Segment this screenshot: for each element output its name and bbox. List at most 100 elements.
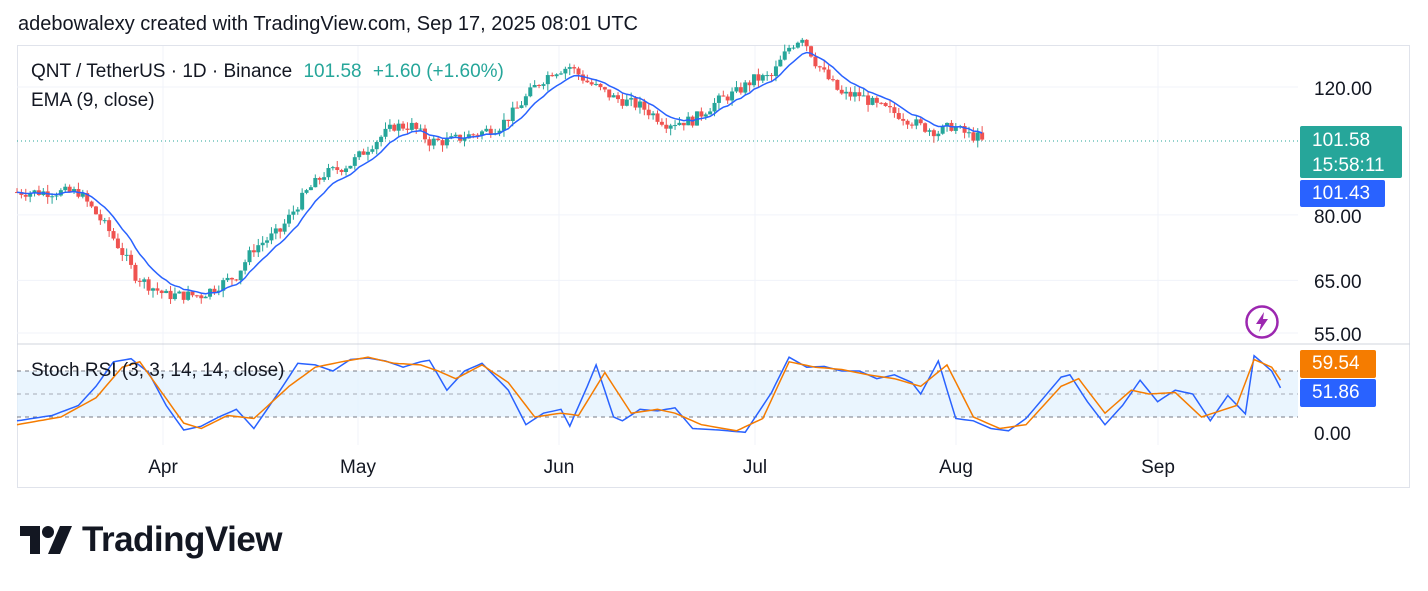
candle xyxy=(422,124,427,144)
candle-body xyxy=(620,99,625,106)
candle-body xyxy=(594,83,599,85)
candle xyxy=(866,91,871,112)
candle-body xyxy=(286,214,291,224)
candle-body xyxy=(488,128,493,135)
candle xyxy=(497,128,502,137)
candle xyxy=(800,37,805,47)
candle xyxy=(523,93,528,108)
candle xyxy=(787,44,792,55)
candle xyxy=(89,200,94,209)
candle xyxy=(651,111,656,120)
candle-body xyxy=(809,46,814,57)
stoch-d-tag: 59.54 xyxy=(1300,350,1376,378)
candle-body xyxy=(550,75,555,77)
candle xyxy=(598,83,603,91)
candle xyxy=(822,60,827,73)
candle xyxy=(817,65,822,72)
price-change-label: +1.60 (+1.60%) xyxy=(372,61,504,82)
candle xyxy=(545,71,550,91)
candle-body xyxy=(72,189,77,192)
candle-body xyxy=(137,280,142,282)
candle xyxy=(655,110,660,125)
candle xyxy=(874,95,879,108)
candle-body xyxy=(598,83,603,88)
candle-body xyxy=(357,151,362,158)
candle xyxy=(501,113,506,137)
candle-body xyxy=(681,122,686,126)
candle-body xyxy=(896,113,901,119)
candle-body xyxy=(914,119,919,126)
candle-body xyxy=(572,67,577,69)
candle-body xyxy=(120,248,125,256)
candle-body xyxy=(519,105,524,108)
candle-body xyxy=(830,79,835,81)
candle-body xyxy=(888,106,893,108)
candle xyxy=(401,121,406,131)
candle-body xyxy=(427,139,432,146)
candle-body xyxy=(124,254,129,256)
candle-body xyxy=(931,130,936,137)
lightning-icon[interactable] xyxy=(1245,305,1279,339)
candle-body xyxy=(282,223,287,232)
candle-body xyxy=(203,296,208,299)
candle xyxy=(681,122,686,131)
candle-body xyxy=(927,130,932,132)
candle-body xyxy=(791,47,796,49)
symbol-legend[interactable]: QNT / TetherUS · 1D · Binance 101.58 +1.… xyxy=(31,61,504,83)
candle-body xyxy=(54,195,59,197)
candle-body xyxy=(111,231,116,239)
candle xyxy=(251,244,256,257)
candle xyxy=(945,122,950,132)
candle xyxy=(164,289,169,294)
candle-body xyxy=(962,126,967,133)
candle-body xyxy=(616,95,621,100)
candle xyxy=(563,66,568,80)
candle xyxy=(326,163,331,180)
candle xyxy=(199,293,204,304)
candle xyxy=(247,246,252,266)
candle-body xyxy=(484,128,489,132)
candle xyxy=(300,188,305,211)
candle xyxy=(137,278,142,287)
last-price-tag: 101.58 15:58:11 xyxy=(1300,126,1402,178)
candle xyxy=(769,73,774,82)
candle xyxy=(146,276,151,295)
candle xyxy=(857,86,862,102)
candle-body xyxy=(295,209,300,212)
brand-name: TradingView xyxy=(82,520,283,559)
candle xyxy=(642,98,647,116)
candle-body xyxy=(466,134,471,139)
candle-body xyxy=(269,233,274,241)
candle-body xyxy=(936,133,941,137)
candle-body xyxy=(857,92,862,97)
candle xyxy=(142,277,147,289)
candle-body xyxy=(243,262,248,271)
candle xyxy=(172,287,177,301)
candle xyxy=(484,125,489,133)
candle xyxy=(177,290,182,294)
tradingview-logo[interactable]: TradingView xyxy=(20,520,283,560)
x-tick-apr: Apr xyxy=(148,457,178,478)
candle xyxy=(554,73,559,79)
bar-countdown: 15:58:11 xyxy=(1312,155,1385,176)
candle xyxy=(194,294,199,298)
candle-body xyxy=(32,190,37,194)
candle xyxy=(50,193,55,204)
candle-body xyxy=(633,98,638,108)
candle xyxy=(322,172,327,182)
candle xyxy=(848,87,853,101)
candle xyxy=(409,118,414,132)
candle xyxy=(133,262,138,284)
stoch-rsi-legend[interactable]: Stoch RSI (3, 3, 14, 14, close) xyxy=(31,360,285,381)
candle-body xyxy=(677,122,682,126)
candle xyxy=(159,289,164,299)
candle-body xyxy=(475,134,480,136)
candle-body xyxy=(392,124,397,131)
candle xyxy=(98,209,103,225)
candle-body xyxy=(826,69,831,80)
ema-legend[interactable]: EMA (9, close) xyxy=(31,90,155,111)
candle xyxy=(405,122,410,135)
candle-body xyxy=(699,111,704,117)
candle xyxy=(888,100,893,113)
